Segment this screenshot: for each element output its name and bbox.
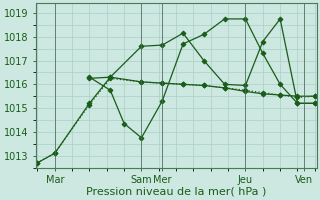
X-axis label: Pression niveau de la mer( hPa ): Pression niveau de la mer( hPa )	[86, 187, 266, 197]
